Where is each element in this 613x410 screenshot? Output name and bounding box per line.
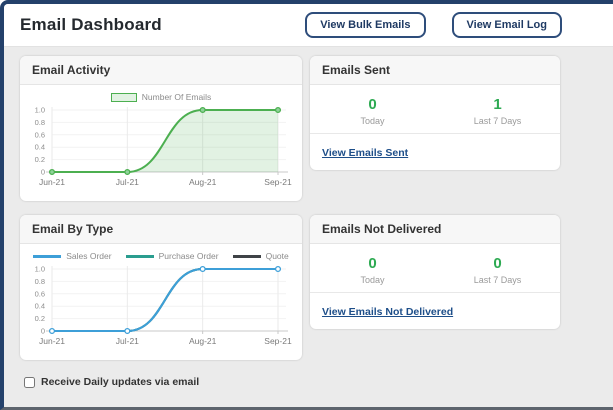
header-buttons: View Bulk Emails View Email Log	[305, 12, 562, 38]
stat-value: 1	[435, 96, 560, 113]
stat-last-7-days: 0 Last 7 Days	[435, 255, 560, 285]
svg-text:Jul-21: Jul-21	[116, 336, 139, 346]
svg-text:0.2: 0.2	[35, 314, 45, 323]
legend-label: Sales Order	[66, 251, 111, 261]
svg-text:Aug-21: Aug-21	[189, 177, 217, 187]
page-title: Email Dashboard	[20, 15, 162, 35]
svg-text:Sep-21: Sep-21	[264, 177, 292, 187]
email-by-type-chart: Sales Order Purchase Order Quote 0 0.2 0.4 0.6…	[20, 244, 302, 360]
svg-text:0.8: 0.8	[35, 118, 45, 127]
svg-text:Jun-21: Jun-21	[39, 177, 65, 187]
email-activity-chart: Number Of Emails 0 0.2 0.4 0.6 0.8 1.0 Jun-21 Ju…	[20, 85, 302, 201]
stat-value: 0	[435, 255, 560, 272]
stat-label: Today	[310, 275, 435, 285]
daily-updates-checkbox-row: Receive Daily updates via email	[24, 376, 613, 388]
stat-label: Today	[310, 116, 435, 126]
email-activity-panel: Email Activity Number Of Emails 0 0.2 0.4 0.…	[20, 56, 302, 201]
emails-not-delivered-panel: Emails Not Delivered 0 Today 0 Last 7 Da…	[310, 215, 560, 329]
email-dashboard-window: Email Dashboard View Bulk Emails View Em…	[0, 0, 613, 410]
svg-text:Jun-21: Jun-21	[39, 336, 65, 346]
svg-text:0: 0	[41, 168, 45, 177]
emails-not-delivered-stats: 0 Today 0 Last 7 Days	[310, 244, 560, 292]
row-bottom: Email By Type Sales Order Purchase Order Q…	[20, 215, 613, 360]
daily-updates-label: Receive Daily updates via email	[41, 376, 199, 388]
dashboard-content: Email Activity Number Of Emails 0 0.2 0.4 0.…	[4, 47, 613, 388]
svg-text:0.8: 0.8	[35, 277, 45, 286]
svg-text:Jul-21: Jul-21	[116, 177, 139, 187]
emails-not-delivered-link-row: View Emails Not Delivered	[310, 292, 560, 329]
stat-today: 0 Today	[310, 96, 435, 126]
stat-value: 0	[310, 96, 435, 113]
stat-today: 0 Today	[310, 255, 435, 285]
view-emails-not-delivered-link[interactable]: View Emails Not Delivered	[322, 306, 453, 318]
view-email-log-button[interactable]: View Email Log	[452, 12, 563, 38]
svg-text:Aug-21: Aug-21	[189, 336, 217, 346]
svg-text:0.6: 0.6	[35, 130, 45, 139]
legend-swatch-icon	[33, 255, 61, 258]
legend-swatch-icon	[126, 255, 154, 258]
legend-swatch-icon	[233, 255, 261, 258]
stat-label: Last 7 Days	[435, 275, 560, 285]
svg-text:1.0: 1.0	[35, 106, 45, 115]
emails-sent-panel: Emails Sent 0 Today 1 Last 7 Days View E…	[310, 56, 560, 170]
legend-swatch-icon	[111, 93, 137, 102]
daily-updates-checkbox[interactable]	[24, 377, 35, 388]
svg-text:Sep-21: Sep-21	[264, 336, 292, 346]
email-by-type-title: Email By Type	[20, 215, 302, 244]
emails-not-delivered-title: Emails Not Delivered	[310, 215, 560, 244]
view-bulk-emails-button[interactable]: View Bulk Emails	[305, 12, 425, 38]
email-activity-title: Email Activity	[20, 56, 302, 85]
legend-label: Quote	[266, 251, 289, 261]
legend-label: Purchase Order	[159, 251, 219, 261]
stat-label: Last 7 Days	[435, 116, 560, 126]
chart-legend: Number Of Emails	[24, 92, 298, 102]
emails-sent-title: Emails Sent	[310, 56, 560, 85]
legend-item: Quote	[233, 251, 289, 261]
legend-item: Sales Order	[33, 251, 111, 261]
legend-label: Number Of Emails	[142, 92, 211, 102]
svg-text:0.6: 0.6	[35, 289, 45, 298]
emails-sent-stats: 0 Today 1 Last 7 Days	[310, 85, 560, 133]
chart-legend: Sales Order Purchase Order Quote	[24, 251, 298, 261]
email-activity-chart-svg: 0 0.2 0.4 0.6 0.8 1.0 Jun-21 Jul-21 Aug-21 Sep-21	[24, 102, 296, 194]
svg-text:0: 0	[41, 327, 45, 336]
svg-text:0.4: 0.4	[35, 302, 45, 311]
view-emails-sent-link[interactable]: View Emails Sent	[322, 147, 408, 159]
stat-last-7-days: 1 Last 7 Days	[435, 96, 560, 126]
emails-sent-link-row: View Emails Sent	[310, 133, 560, 170]
legend-item: Purchase Order	[126, 251, 219, 261]
svg-text:1.0: 1.0	[35, 265, 45, 274]
email-by-type-chart-svg: 0 0.2 0.4 0.6 0.8 1.0 Jun-21 Jul-21 Aug-21 Sep-21	[24, 261, 296, 353]
email-by-type-panel: Email By Type Sales Order Purchase Order Q…	[20, 215, 302, 360]
svg-text:0.2: 0.2	[35, 155, 45, 164]
header: Email Dashboard View Bulk Emails View Em…	[4, 4, 613, 47]
stat-value: 0	[310, 255, 435, 272]
row-top: Email Activity Number Of Emails 0 0.2 0.4 0.…	[20, 56, 613, 201]
svg-text:0.4: 0.4	[35, 143, 45, 152]
legend-item: Number Of Emails	[111, 92, 211, 102]
